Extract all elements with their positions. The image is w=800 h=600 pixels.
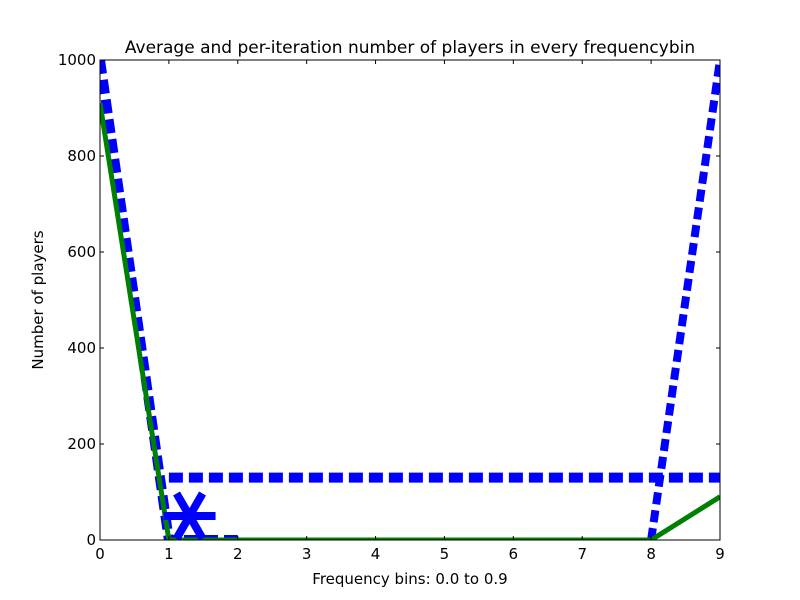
x-tick-label: 2 (233, 545, 243, 563)
chart-title: Average and per-iteration number of play… (125, 38, 695, 58)
y-tick-label: 200 (67, 435, 96, 453)
y-tick-label: 600 (67, 243, 96, 261)
plot-data-layer (100, 60, 720, 540)
y-axis-label: Number of players (29, 230, 47, 369)
x-tick-label: 4 (371, 545, 381, 563)
x-tick-label: 5 (440, 545, 450, 563)
plot-frame (99, 59, 721, 541)
star-marker (163, 491, 216, 540)
x-tick-label: 3 (302, 545, 312, 563)
x-tick-label: 9 (715, 545, 725, 563)
y-tick-label: 1000 (58, 51, 96, 69)
x-tick-label: 1 (164, 545, 174, 563)
y-tick-label: 0 (86, 531, 96, 549)
series-line-0 (100, 60, 238, 540)
x-tick-label: 8 (646, 545, 656, 563)
star-marker-stroke (173, 491, 207, 540)
x-tick-label: 7 (577, 545, 587, 563)
axis-ticks: 0 1 2 3 4 5 6 7 8 9 0 200 400 600 800 1000 (58, 51, 725, 563)
x-tick-label: 6 (509, 545, 519, 563)
y-tick-label: 400 (67, 339, 96, 357)
x-tick-label: 0 (95, 545, 105, 563)
x-axis-label: Frequency bins: 0.0 to 0.9 (312, 570, 507, 588)
y-tick-label: 800 (67, 147, 96, 165)
series-line-2 (647, 60, 720, 540)
